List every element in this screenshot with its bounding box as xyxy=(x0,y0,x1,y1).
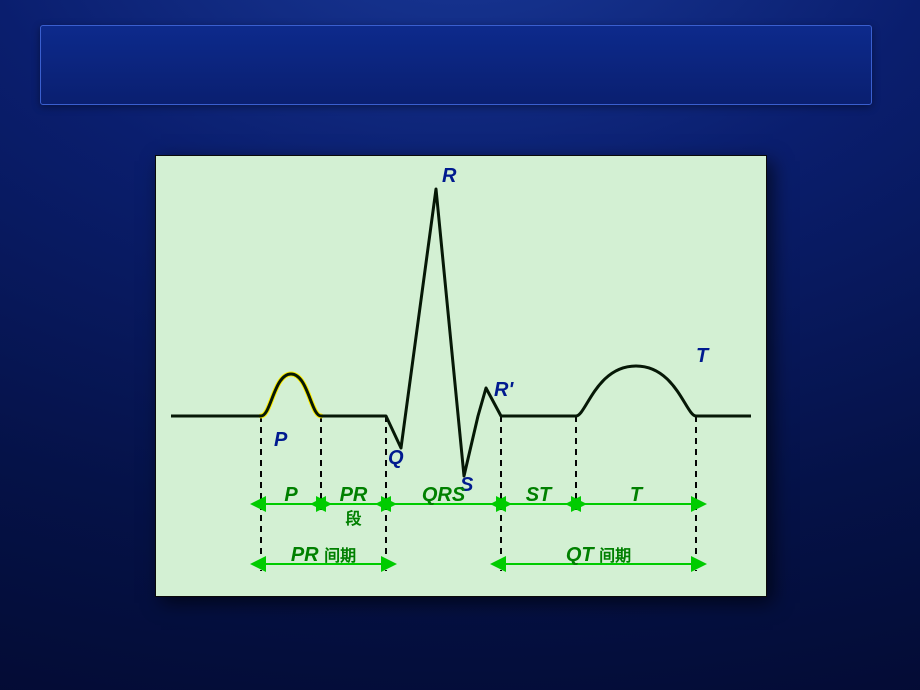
label-P: P xyxy=(274,429,288,451)
ecg-svg: P QRS R' T P PR 段 QRS ST T PR 间期 QT 间期 xyxy=(156,156,766,596)
svg-text:段: 段 xyxy=(345,509,362,528)
wave-labels: PQRSR'T xyxy=(274,165,710,496)
title-header-box xyxy=(40,25,872,105)
label-Q: Q xyxy=(388,447,404,469)
seg-ST: ST xyxy=(526,484,553,506)
label-T: T xyxy=(696,345,710,367)
seg-QRS: QRS xyxy=(422,484,466,506)
ecg-diagram: P QRS R' T P PR 段 QRS ST T PR 间期 QT 间期 xyxy=(155,155,767,597)
seg-P: P xyxy=(284,484,298,506)
segment-row-2: PR 间期 QT 间期 xyxy=(264,544,693,566)
interval-QT: QT 间期 xyxy=(566,544,631,566)
interval-PR: PR 间期 xyxy=(291,544,356,566)
segment-row-1: P PR 段 QRS ST T xyxy=(264,484,693,528)
ecg-waveform xyxy=(171,189,751,476)
label-R: R xyxy=(442,165,457,187)
p-wave-highlight xyxy=(261,374,321,416)
seg-T: T xyxy=(630,484,644,506)
label-Rprime: R' xyxy=(494,379,514,401)
seg-PR: PR xyxy=(340,484,368,506)
